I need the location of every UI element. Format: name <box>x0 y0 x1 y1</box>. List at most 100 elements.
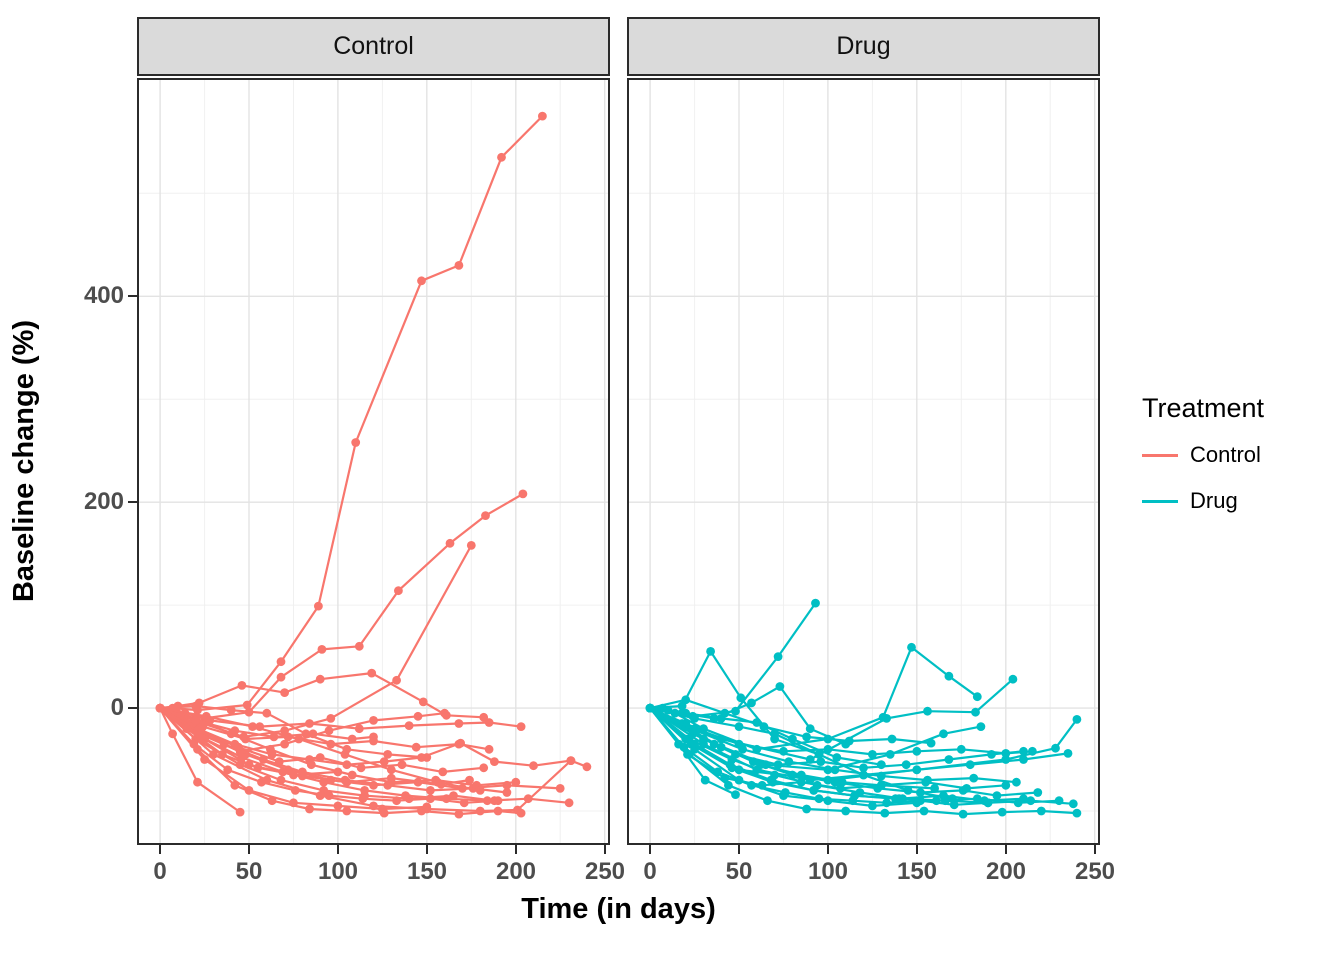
data-point <box>1063 749 1073 758</box>
x-tick-label: 0 <box>643 858 657 885</box>
data-point <box>218 750 227 759</box>
data-point <box>802 732 811 742</box>
data-point <box>342 777 352 787</box>
data-point <box>836 784 845 793</box>
data-point <box>775 682 785 691</box>
data-point <box>681 708 691 718</box>
data-point <box>663 705 673 715</box>
data-point <box>502 788 512 797</box>
data-point <box>454 809 464 819</box>
x-tick-mark <box>159 845 161 854</box>
data-point <box>811 598 820 608</box>
x-tick-label: 0 <box>153 858 167 885</box>
data-point <box>976 722 986 731</box>
panel-drug <box>627 78 1100 845</box>
data-point <box>513 805 522 815</box>
data-point <box>734 722 744 731</box>
x-tick-label: 200 <box>495 858 537 885</box>
data-point <box>912 765 922 775</box>
data-point <box>1008 674 1018 684</box>
data-point <box>237 753 247 762</box>
data-point <box>885 750 895 759</box>
data-point <box>761 760 771 770</box>
data-point <box>958 809 968 819</box>
data-point <box>324 726 334 736</box>
data-point <box>923 775 932 785</box>
data-point <box>823 796 833 806</box>
x-tick-mark <box>649 845 651 854</box>
x-tick-label: 250 <box>584 858 626 885</box>
data-point <box>237 681 247 690</box>
data-point <box>347 770 357 780</box>
data-point <box>823 765 833 775</box>
data-point <box>972 794 982 804</box>
y-tick-label: 200 <box>83 488 124 515</box>
data-point <box>944 755 954 764</box>
x-tick-mark <box>426 845 428 854</box>
x-tick-mark <box>248 845 250 854</box>
data-point <box>351 438 361 447</box>
data-point <box>731 790 740 799</box>
data-point <box>347 734 357 744</box>
data-point <box>497 152 506 162</box>
data-point <box>747 698 756 708</box>
data-point <box>876 780 886 790</box>
data-point <box>262 775 272 785</box>
data-point <box>248 722 257 731</box>
legend-key-line-icon <box>1142 453 1178 457</box>
facet-strip-drug: Drug <box>627 17 1100 76</box>
data-point <box>814 750 824 759</box>
data-point <box>912 746 922 756</box>
data-point <box>757 780 767 790</box>
data-point <box>445 538 455 548</box>
y-axis-title: Baseline change (%) <box>8 319 40 603</box>
data-point <box>882 714 891 723</box>
data-point <box>887 734 897 744</box>
data-point <box>442 794 451 804</box>
data-point <box>876 760 886 770</box>
data-point <box>394 586 403 596</box>
subject-trajectory-line <box>159 704 428 759</box>
data-point <box>1026 796 1036 806</box>
data-point <box>234 742 243 752</box>
data-point <box>490 757 499 766</box>
data-point <box>315 753 325 762</box>
data-point <box>992 791 1002 800</box>
data-point <box>780 788 790 797</box>
data-point <box>690 714 699 723</box>
data-point <box>392 675 401 685</box>
data-point <box>438 767 448 777</box>
data-point <box>903 786 913 795</box>
data-point <box>386 773 396 783</box>
data-point <box>645 703 655 713</box>
data-point <box>276 672 286 682</box>
data-point <box>383 750 393 759</box>
data-point <box>369 732 378 742</box>
data-point <box>796 777 806 787</box>
data-point <box>802 804 811 814</box>
data-point <box>566 756 576 765</box>
data-point <box>926 738 936 748</box>
data-point <box>511 777 521 787</box>
data-point <box>386 765 396 775</box>
data-point <box>538 111 547 121</box>
data-point <box>1072 715 1082 724</box>
data-point <box>356 763 366 773</box>
data-point <box>223 765 233 775</box>
x-tick-mark <box>604 845 606 854</box>
data-point <box>342 806 352 816</box>
data-point <box>235 807 245 817</box>
data-point <box>201 711 211 721</box>
data-point <box>482 796 492 806</box>
y-tick-mark <box>128 501 137 503</box>
data-point <box>882 798 891 808</box>
data-point <box>276 775 286 785</box>
data-point <box>859 763 868 773</box>
x-tick-label: 50 <box>725 858 753 885</box>
data-point <box>907 642 916 652</box>
data-point <box>1036 806 1046 816</box>
data-point <box>449 791 458 800</box>
legend-item-label: Control <box>1190 442 1261 467</box>
data-point <box>779 746 788 756</box>
